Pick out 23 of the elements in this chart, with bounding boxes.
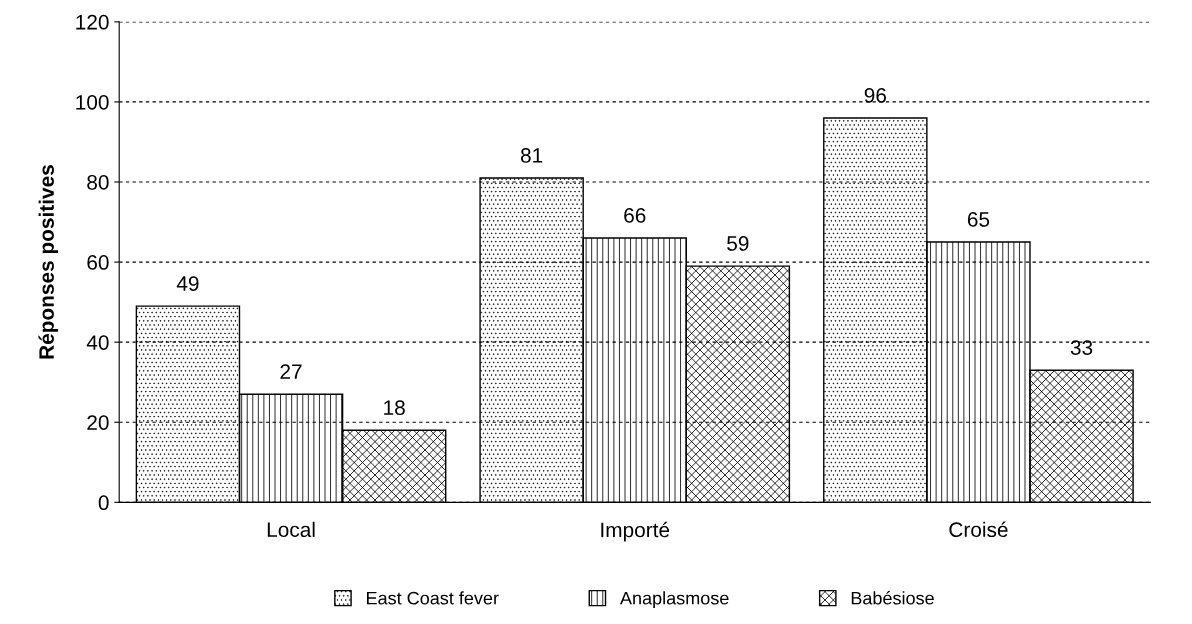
legend-label: Anaplasmose	[620, 591, 729, 609]
x-tick-label: Local	[267, 521, 315, 538]
y-axis-title: Réponses positives	[38, 165, 59, 359]
y-tick-label: 100	[76, 94, 109, 110]
data-label: 27	[280, 364, 302, 379]
x-tick-label: Importé	[601, 521, 670, 542]
y-tick-label: 20	[87, 415, 109, 430]
data-label: 65	[967, 212, 990, 227]
data-label: 33	[1070, 340, 1093, 355]
x-tick-label: Croisé	[949, 521, 1008, 538]
data-label: 66	[624, 208, 646, 223]
legend-label: East Coast fever	[367, 591, 499, 605]
data-label: 59	[727, 236, 749, 251]
legend-label: Babésiose	[851, 591, 934, 605]
y-tick-label: 40	[86, 335, 109, 350]
y-tick-label: 120	[76, 14, 109, 30]
y-tick-label: 80	[87, 175, 109, 190]
y-tick-label: 0	[98, 495, 109, 511]
y-tick-label: 60	[87, 255, 109, 270]
data-label: 96	[864, 87, 886, 103]
data-label: 49	[176, 276, 199, 291]
data-label: 81	[520, 148, 543, 163]
data-label: 18	[384, 400, 405, 416]
